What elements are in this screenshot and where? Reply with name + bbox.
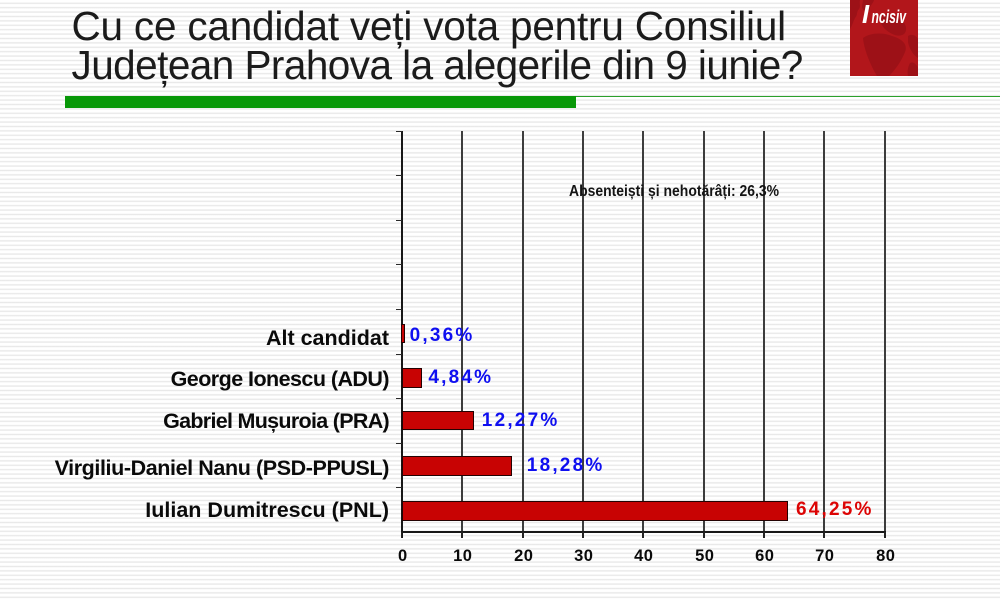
svg-text:ncisiv: ncisiv	[872, 7, 907, 27]
svg-text:I: I	[862, 1, 870, 29]
